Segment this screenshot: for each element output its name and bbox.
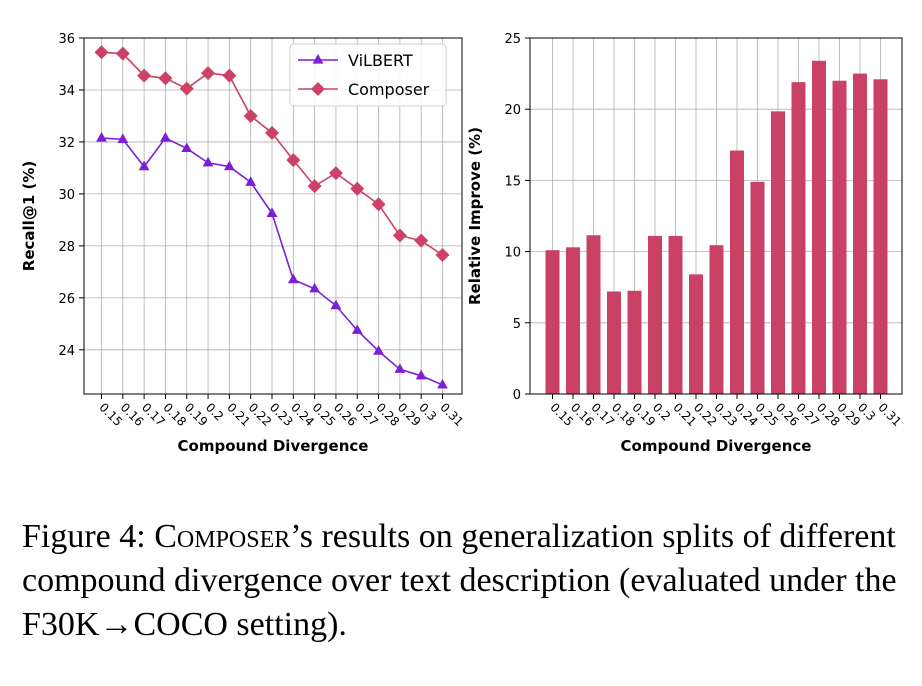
- data-point-vilbert: [309, 282, 321, 293]
- relative-improve-bar-chart: 05101520250.150.160.170.180.190.20.210.2…: [466, 32, 904, 455]
- bar-0.23: [709, 245, 724, 394]
- bar-0.29: [832, 80, 847, 394]
- left-ytick-label: 34: [58, 84, 75, 99]
- right-ytick-label: 20: [504, 103, 521, 118]
- bar-0.19: [627, 290, 642, 394]
- right-ytick-label: 10: [504, 246, 521, 261]
- left-ytick-label: 36: [58, 32, 75, 47]
- right-ylabel: Relative Improve (%): [466, 127, 484, 305]
- right-xtick-label: 0.15: [547, 400, 576, 429]
- left-ytick-label: 32: [58, 136, 75, 151]
- left-axes-frame: [83, 37, 463, 395]
- data-point-vilbert: [202, 156, 214, 167]
- data-point-composer: [179, 81, 194, 96]
- left-xtick-label: 0.15: [96, 400, 125, 429]
- right-ytick-label: 0: [513, 388, 521, 403]
- data-point-vilbert: [266, 207, 278, 218]
- data-point-vilbert: [351, 324, 363, 334]
- bar-0.31: [873, 79, 888, 395]
- left-xtick-label: 0.31: [437, 400, 466, 429]
- data-point-vilbert: [117, 133, 129, 143]
- bar-0.21: [668, 235, 683, 394]
- right-ytick-label: 15: [504, 174, 521, 189]
- right-xtick-label: 0.31: [875, 400, 904, 429]
- bar-0.3: [853, 73, 867, 394]
- left-xtick-label: 0.21: [224, 400, 253, 429]
- left-ytick-label: 24: [58, 344, 75, 359]
- right-xlabel: Compound Divergence: [621, 437, 812, 455]
- bar-0.24: [730, 150, 744, 394]
- data-point-vilbert: [287, 273, 299, 284]
- data-point-composer: [222, 68, 237, 83]
- data-point-vilbert: [138, 160, 150, 171]
- data-point-vilbert: [437, 378, 448, 389]
- data-point-composer: [435, 247, 450, 262]
- bar-0.18: [607, 291, 621, 394]
- data-point-composer: [137, 68, 152, 83]
- figure-charts: 242628303234360.150.160.170.180.190.20.2…: [20, 32, 904, 455]
- left-ylabel: Recall@1 (%): [20, 161, 38, 271]
- data-point-composer: [414, 233, 429, 248]
- caption-model-name: Composer: [154, 518, 291, 555]
- data-point-composer: [265, 125, 279, 140]
- data-point-composer: [328, 166, 343, 181]
- figure-caption: Figure 4: Composer’s results on generali…: [22, 515, 907, 647]
- caption-prefix: Figure 4:: [22, 518, 155, 555]
- bar-0.15: [545, 250, 560, 394]
- left-ytick-label: 26: [58, 292, 75, 307]
- data-point-composer: [158, 71, 173, 86]
- legend-marker-vilbert: [312, 54, 324, 64]
- data-point-vilbert: [373, 345, 384, 355]
- data-point-composer: [392, 228, 407, 243]
- data-point-vilbert: [96, 132, 107, 142]
- data-point-vilbert: [394, 363, 406, 373]
- right-xtick-label: 0.21: [670, 400, 699, 429]
- data-point-composer: [350, 181, 365, 196]
- legend-label-vilbert: ViLBERT: [348, 51, 413, 70]
- left-xlabel: Compound Divergence: [178, 437, 369, 455]
- data-point-composer: [201, 66, 216, 81]
- left-ytick-label: 30: [58, 188, 75, 203]
- bar-0.26: [771, 111, 785, 394]
- right-ytick-label: 5: [513, 317, 521, 332]
- data-point-composer: [371, 197, 386, 212]
- bar-0.17: [586, 235, 601, 394]
- right-ytick-label: 25: [504, 32, 521, 47]
- legend: ViLBERT Composer: [289, 43, 447, 107]
- bar-0.25: [750, 181, 765, 394]
- bar-0.16: [566, 247, 580, 394]
- data-point-composer: [115, 46, 130, 61]
- data-point-vilbert: [160, 132, 171, 142]
- legend-marker-composer: [311, 82, 325, 96]
- legend-label-composer: Composer: [348, 80, 430, 99]
- bar-0.2: [648, 235, 662, 394]
- recall-line-chart: 242628303234360.150.160.170.180.190.20.2…: [20, 32, 466, 455]
- data-point-vilbert: [330, 299, 342, 310]
- data-point-composer: [307, 179, 322, 194]
- bar-0.28: [812, 60, 826, 395]
- left-ytick-label: 28: [58, 240, 75, 255]
- data-point-vilbert: [223, 160, 235, 171]
- data-point-composer: [243, 108, 258, 123]
- data-point-vilbert: [245, 176, 257, 186]
- data-point-composer: [286, 153, 301, 168]
- data-point-vilbert: [181, 142, 193, 153]
- bar-0.22: [689, 274, 703, 394]
- bar-0.27: [791, 82, 806, 395]
- data-point-vilbert: [415, 369, 427, 380]
- data-point-composer: [94, 45, 109, 60]
- caption-text: ’s results on generalization splits of d…: [22, 518, 897, 643]
